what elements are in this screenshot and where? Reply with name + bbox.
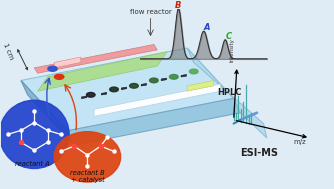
Text: 1 cm: 1 cm — [2, 42, 14, 61]
Circle shape — [189, 69, 198, 74]
Polygon shape — [34, 44, 157, 73]
Text: HPLC: HPLC — [217, 88, 241, 97]
Text: C: C — [225, 32, 231, 41]
Circle shape — [54, 74, 64, 79]
Polygon shape — [54, 57, 81, 68]
Circle shape — [150, 78, 158, 83]
Polygon shape — [21, 48, 233, 131]
Polygon shape — [187, 48, 267, 138]
Polygon shape — [121, 87, 127, 90]
Polygon shape — [38, 52, 167, 91]
Ellipse shape — [0, 100, 69, 169]
Circle shape — [110, 87, 118, 92]
Polygon shape — [141, 84, 147, 86]
Text: B: B — [175, 1, 182, 9]
Text: Intensity: Intensity — [229, 39, 234, 62]
Circle shape — [169, 74, 178, 79]
Text: reactant A: reactant A — [15, 161, 50, 167]
Polygon shape — [181, 74, 186, 77]
Text: ESI-MS: ESI-MS — [240, 148, 278, 158]
Text: reactant B
+ catalyst: reactant B + catalyst — [70, 170, 105, 183]
Polygon shape — [161, 78, 167, 81]
Text: A: A — [204, 23, 210, 32]
Polygon shape — [21, 81, 74, 145]
Polygon shape — [187, 81, 214, 91]
Circle shape — [48, 66, 57, 71]
Text: flow reactor: flow reactor — [130, 9, 171, 15]
Polygon shape — [81, 96, 87, 99]
Circle shape — [130, 84, 138, 88]
Polygon shape — [67, 98, 240, 145]
Polygon shape — [102, 92, 107, 95]
Ellipse shape — [54, 132, 121, 182]
Text: m/z: m/z — [294, 139, 306, 145]
Polygon shape — [94, 84, 220, 116]
Circle shape — [87, 92, 95, 97]
